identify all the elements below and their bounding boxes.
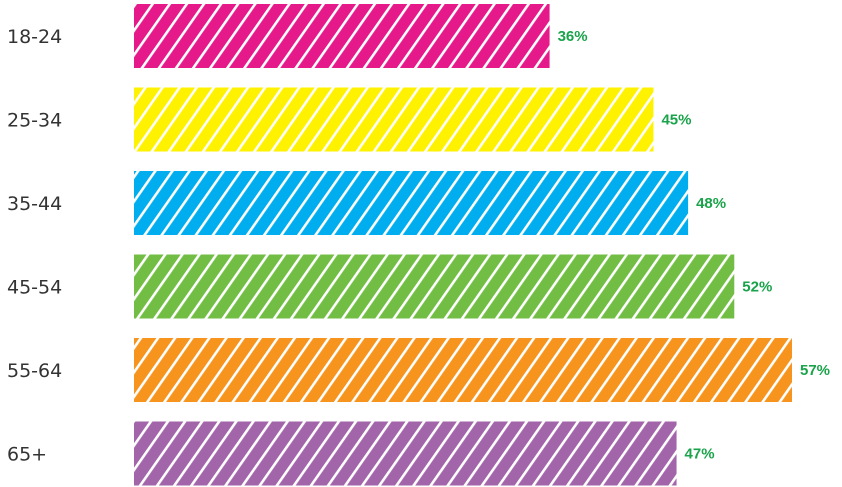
bar-35-44: [134, 171, 689, 235]
value-label: 48%: [696, 195, 726, 212]
bars-layer: [134, 4, 792, 486]
bar-65-plus: [134, 421, 677, 486]
category-label: 45-54: [7, 277, 62, 299]
category-label: 65+: [7, 444, 47, 466]
bar-18-24: [134, 4, 550, 68]
bar-55-64: [134, 338, 792, 402]
value-label: 36%: [558, 28, 588, 45]
category-label: 18-24: [7, 26, 62, 48]
category-label: 35-44: [7, 193, 62, 215]
labels-layer: 18-24 36% 25-34 45% 35-44 48% 45-54 52% 55-64 57%…: [7, 26, 830, 466]
value-label: 45%: [661, 112, 691, 129]
value-label: 52%: [742, 279, 772, 296]
category-label: 55-64: [7, 360, 62, 382]
category-label: 25-34: [7, 110, 62, 132]
bar-25-34: [134, 87, 654, 152]
value-label: 47%: [685, 446, 715, 463]
value-label: 57%: [800, 362, 830, 379]
bar-45-54: [134, 254, 735, 319]
